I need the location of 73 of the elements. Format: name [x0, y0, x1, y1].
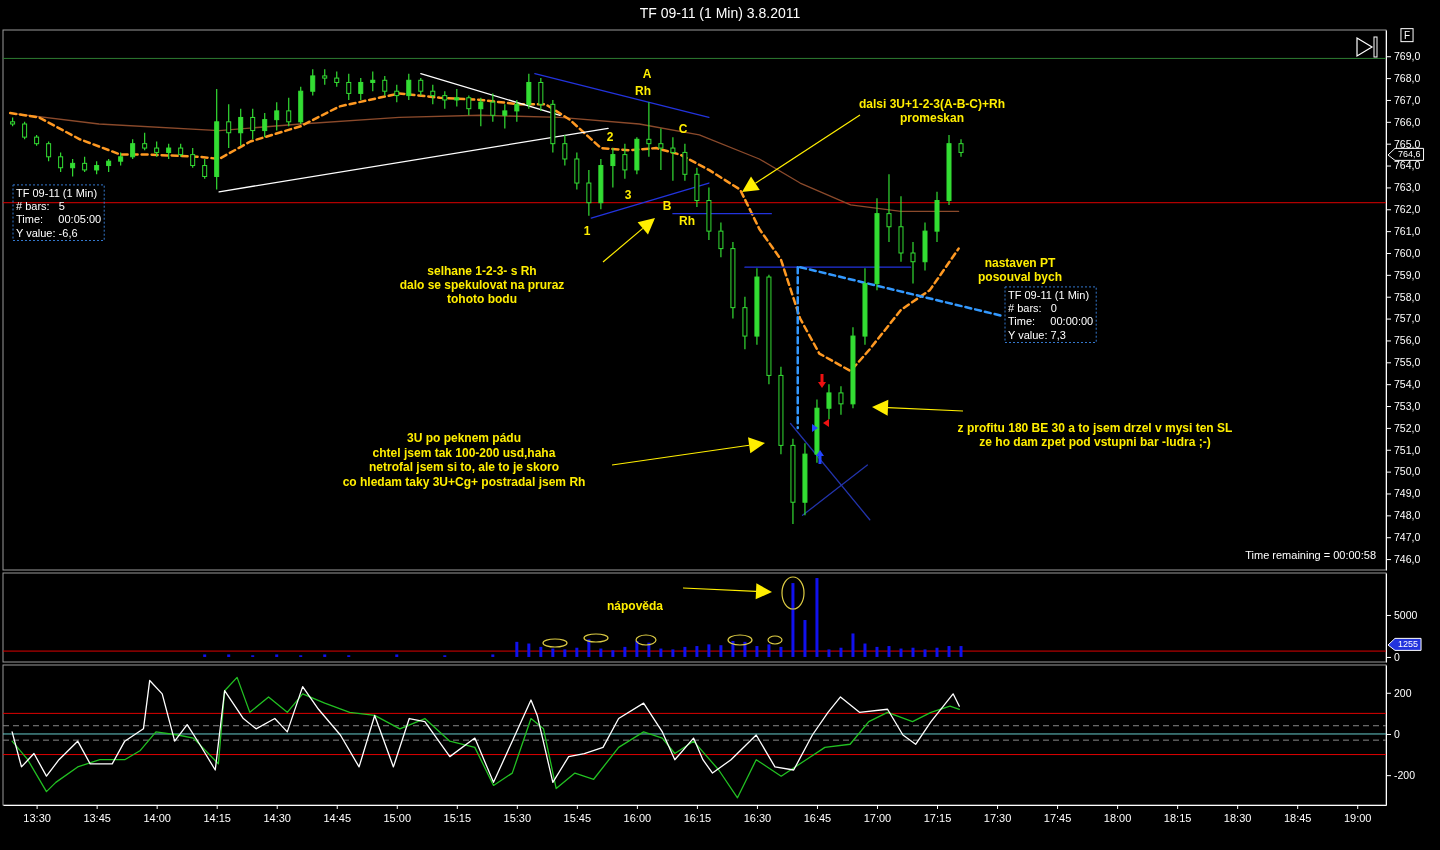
y-tick-label: 761,0 [1394, 224, 1421, 237]
y-tick-label: 748,0 [1394, 509, 1421, 522]
y-tick-label: 764,0 [1394, 159, 1421, 172]
x-tick-label: 15:30 [503, 811, 532, 824]
x-tick-label: 18:15 [1163, 811, 1192, 824]
y-tick-label: 769,0 [1394, 50, 1421, 63]
y-tick-label: 5000 [1394, 608, 1418, 621]
x-tick-label: 19:00 [1343, 811, 1372, 824]
annotation: nastaven PT posouval bych [977, 255, 1063, 285]
x-tick-label: 15:45 [563, 811, 592, 824]
y-tick-label: -200 [1394, 769, 1416, 782]
y-tick-label: 746,0 [1394, 552, 1421, 565]
x-tick-label: 13:30 [23, 811, 51, 824]
text: 764,6 [1398, 149, 1421, 160]
y-tick-label: 757,0 [1394, 312, 1421, 325]
annotation: TF 09-11 (1 Min) # bars: 0 Time: 00:00:00 Y value: 7,3 [1008, 288, 1094, 341]
x-tick-label: 18:00 [1103, 811, 1132, 824]
annotation: dalsi 3U+1-2-3(A-B-C)+Rh promeskan [858, 96, 1006, 126]
y-tick-label: 753,0 [1394, 399, 1421, 412]
annotation: 3 [624, 188, 632, 203]
annotation: selhane 1-2-3- s Rh dalo se spekulovat na pruraz tohoto bodu [399, 263, 565, 307]
x-tick-label: 15:15 [443, 811, 472, 824]
x-tick-label: 18:30 [1223, 811, 1252, 824]
x-tick-label: 17:30 [983, 811, 1012, 824]
annotation: 3U po peknem pádu chtel jsem tak 100-200 usd,haha netrofal jsem si to, ale to je skoro co hledam taky 3U+Cg+ postradal jsem Rh [342, 431, 586, 489]
x-tick-label: 13:45 [83, 811, 111, 824]
y-tick-label: 755,0 [1394, 356, 1421, 369]
y-tick-label: 768,0 [1394, 71, 1421, 84]
x-tick-label: 16:30 [743, 811, 772, 824]
y-tick-label: 758,0 [1394, 290, 1421, 303]
y-tick-label: 0 [1394, 650, 1400, 663]
y-tick-label: 762,0 [1394, 203, 1421, 216]
x-tick-label: 14:30 [263, 811, 291, 824]
y-tick-label: 750,0 [1394, 465, 1421, 478]
chart-title: TF 09-11 (1 Min) 3.8.2011 [639, 4, 801, 21]
y-tick-label: 759,0 [1394, 268, 1421, 281]
annotation: B [662, 199, 672, 214]
x-tick-label: 17:15 [923, 811, 952, 824]
annotation: A [642, 67, 652, 82]
annotation: C [678, 122, 688, 137]
text: F [1403, 29, 1411, 41]
annotation: 2 [606, 130, 614, 145]
x-tick-label: 16:45 [803, 811, 832, 824]
annotation: Rh [635, 84, 651, 99]
y-tick-label: 0 [1394, 727, 1400, 740]
y-tick-label: 200 [1394, 686, 1412, 699]
annotation: Rh [679, 214, 695, 229]
y-tick-label: 752,0 [1394, 421, 1421, 434]
y-tick-label: 766,0 [1394, 115, 1421, 128]
x-tick-label: 18:45 [1283, 811, 1312, 824]
y-tick-label: 754,0 [1394, 378, 1421, 391]
x-tick-label: 15:00 [383, 811, 412, 824]
x-tick-label: 16:00 [623, 811, 652, 824]
x-tick-label: 14:45 [323, 811, 352, 824]
x-tick-label: 14:00 [143, 811, 171, 824]
y-tick-label: 751,0 [1394, 443, 1421, 456]
annotation: Time remaining = 00:00:58 [1245, 548, 1376, 561]
y-tick-label: 767,0 [1394, 93, 1421, 106]
annotation: z profitu 180 BE 30 a to jsem drzel v mysi ten SL ze ho dam zpet pod vstupni bar -ludra ;-) [957, 420, 1233, 450]
y-tick-label: 765,0 [1394, 137, 1421, 150]
annotation: TF 09-11 (1 Min) # bars: 5 Time: 00:05:00 Y value: -6,6 [16, 186, 102, 239]
annotation: 1 [583, 224, 591, 239]
y-tick-label: 749,0 [1394, 487, 1421, 500]
y-tick-label: 756,0 [1394, 334, 1421, 347]
x-tick-label: 16:15 [683, 811, 712, 824]
x-tick-label: 17:45 [1043, 811, 1072, 824]
y-tick-label: 760,0 [1394, 246, 1421, 259]
annotation: nápověda [606, 599, 664, 614]
x-tick-label: 17:00 [863, 811, 892, 824]
text: 1255 [1398, 639, 1419, 650]
y-tick-label: 747,0 [1394, 531, 1421, 544]
x-tick-label: 14:15 [203, 811, 231, 824]
y-tick-label: 763,0 [1394, 181, 1421, 194]
